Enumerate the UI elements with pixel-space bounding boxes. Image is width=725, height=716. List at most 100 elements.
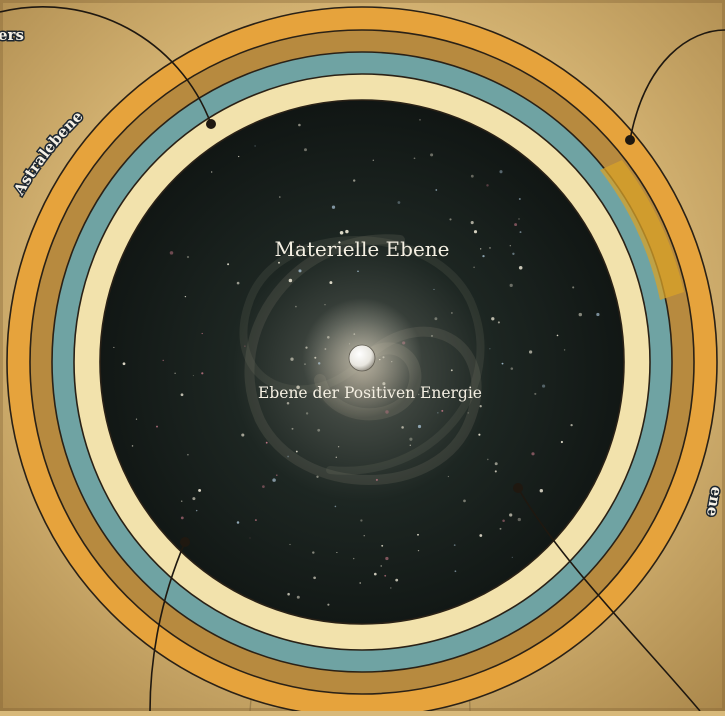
star — [531, 452, 535, 456]
star — [518, 198, 521, 200]
star — [509, 513, 513, 517]
star — [372, 159, 374, 161]
star — [509, 245, 511, 247]
star — [287, 592, 290, 596]
star — [409, 437, 413, 441]
star — [434, 317, 438, 321]
star — [560, 440, 563, 444]
star — [357, 270, 359, 273]
star — [450, 369, 453, 372]
star — [572, 286, 575, 289]
star — [397, 201, 401, 204]
star — [313, 576, 316, 580]
star — [241, 433, 245, 437]
star — [570, 423, 573, 427]
leader-lines — [0, 6, 725, 712]
star — [451, 312, 453, 314]
star — [417, 424, 422, 429]
star — [413, 157, 416, 160]
star — [463, 499, 466, 503]
star — [499, 527, 502, 530]
star — [359, 582, 362, 584]
star — [276, 474, 278, 476]
star — [385, 556, 389, 561]
star — [201, 372, 204, 375]
star — [384, 574, 387, 577]
star — [296, 385, 300, 389]
star — [578, 312, 583, 317]
star — [192, 497, 196, 501]
star — [539, 489, 543, 493]
star — [254, 519, 257, 522]
leader-dot-top-right — [625, 135, 635, 145]
star — [162, 359, 164, 362]
star — [298, 123, 301, 127]
star — [494, 470, 497, 473]
star — [534, 392, 537, 395]
star — [122, 362, 126, 366]
star — [295, 450, 298, 453]
star — [186, 255, 190, 259]
star — [417, 549, 420, 552]
star — [487, 458, 489, 461]
star — [363, 535, 365, 537]
star — [180, 500, 183, 502]
star — [279, 196, 281, 198]
star — [286, 402, 290, 405]
star — [486, 184, 489, 187]
star — [470, 221, 474, 225]
star — [467, 412, 469, 414]
star — [368, 247, 371, 249]
star — [509, 283, 513, 288]
star — [316, 475, 319, 478]
star — [502, 519, 505, 522]
star — [236, 521, 240, 524]
star — [184, 295, 187, 298]
top-left-label-fragment: ers — [0, 26, 24, 44]
star — [435, 189, 438, 191]
star — [287, 455, 289, 458]
star — [227, 263, 230, 266]
star — [195, 509, 198, 512]
star — [430, 153, 434, 157]
star — [113, 346, 115, 348]
star — [336, 552, 338, 553]
leader-line-top-right — [629, 29, 725, 141]
star — [417, 533, 419, 536]
star — [298, 269, 302, 273]
star — [236, 281, 240, 285]
star — [380, 565, 382, 567]
star — [510, 367, 514, 370]
star — [390, 587, 392, 589]
star — [497, 321, 500, 324]
star — [187, 453, 189, 456]
right-edge-label-fragment: ene — [703, 485, 725, 518]
star — [180, 516, 184, 520]
star — [254, 145, 256, 147]
star — [441, 409, 444, 412]
star — [329, 281, 333, 285]
star — [335, 456, 337, 458]
star — [519, 231, 522, 234]
star — [312, 551, 315, 554]
star — [542, 384, 546, 388]
leader-line-top-left — [0, 6, 212, 125]
leader-dots — [180, 119, 635, 547]
star — [381, 544, 384, 547]
star — [156, 425, 158, 428]
star — [345, 229, 349, 234]
star — [563, 349, 566, 351]
star — [449, 218, 452, 221]
leader-dot-bottom-left — [180, 537, 190, 547]
star — [295, 305, 297, 308]
star — [514, 223, 518, 227]
star — [512, 252, 515, 255]
positive-energy-sphere-icon — [348, 344, 376, 372]
star — [262, 485, 265, 488]
star — [417, 393, 420, 396]
star — [298, 244, 301, 246]
star — [478, 433, 481, 436]
star — [353, 557, 355, 560]
